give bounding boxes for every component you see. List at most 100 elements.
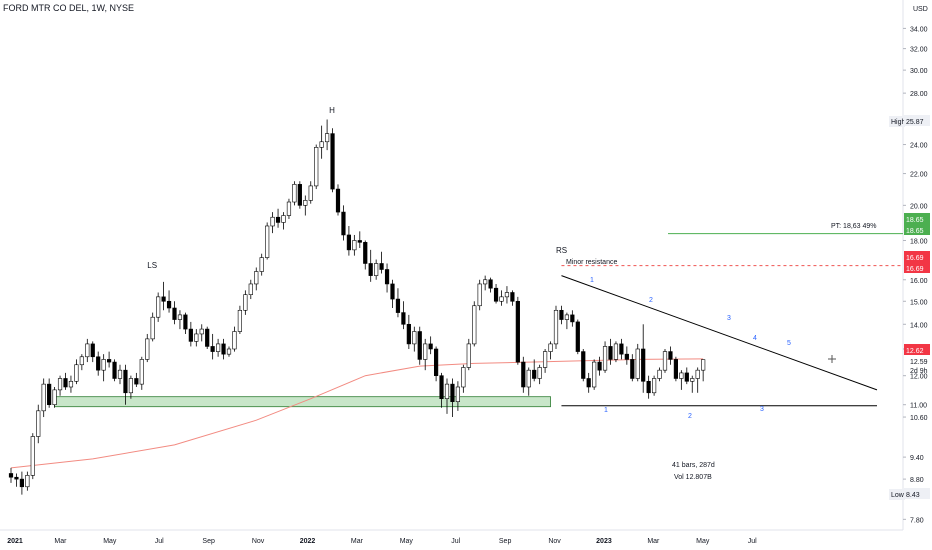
candle-body: [341, 211, 346, 236]
candle-body: [668, 351, 673, 360]
candle: [341, 205, 346, 241]
candle: [324, 119, 330, 151]
candle: [641, 324, 646, 393]
target-b-bg: [904, 224, 930, 235]
candle-body: [292, 184, 297, 203]
candle: [161, 281, 166, 311]
candle-body: [390, 283, 395, 300]
candle-body: [395, 298, 401, 313]
candle-body: [684, 372, 689, 382]
candle: [107, 351, 112, 368]
candle: [493, 283, 499, 304]
candle-body: [423, 343, 428, 360]
candle-body: [401, 312, 406, 325]
candle: [68, 375, 74, 393]
candle: [651, 375, 657, 396]
candle-body: [183, 314, 188, 330]
candle: [450, 378, 455, 418]
candle: [646, 375, 651, 399]
price-tick-label: 30.00: [910, 68, 928, 75]
time-tick-label: Nov: [548, 538, 561, 545]
candle: [679, 370, 684, 390]
candle: [701, 359, 706, 382]
candle: [275, 208, 281, 228]
candle: [145, 333, 150, 363]
candle-body: [57, 378, 63, 391]
price-labels-layer: High 25.87 18.65 18.65 16.69 16.69 12.62 12.59 2…: [889, 115, 930, 500]
candle-body: [635, 348, 640, 379]
candle: [390, 279, 395, 309]
candle: [499, 290, 504, 306]
price-tick-label: 7.80: [910, 517, 924, 524]
candle: [635, 343, 640, 382]
resist-b: 16.69: [906, 266, 924, 273]
candle-body: [221, 343, 226, 355]
candle-body: [259, 257, 264, 272]
candle-body: [101, 359, 106, 371]
candle: [216, 338, 221, 357]
candle: [477, 279, 482, 311]
candle-body: [90, 343, 95, 358]
candle: [586, 372, 591, 393]
candle-body: [542, 351, 548, 368]
candle-body: [564, 314, 569, 320]
candle-body: [96, 356, 101, 371]
candle: [597, 356, 602, 376]
candle: [188, 321, 193, 347]
time-tick-label: 2022: [300, 538, 316, 545]
candle: [36, 404, 41, 444]
candle-body: [226, 348, 232, 355]
current-price-small: 12.59: [910, 359, 928, 366]
candle-body: [297, 184, 302, 206]
candle-body: [368, 263, 373, 276]
candle: [395, 288, 401, 318]
candle: [379, 251, 384, 274]
candle: [172, 301, 177, 325]
candle-body: [624, 353, 629, 360]
candle: [150, 312, 155, 342]
candle-body: [8, 473, 14, 478]
candle-body: [379, 263, 384, 270]
candle-body: [521, 361, 526, 388]
price-tick-label: 15.00: [910, 299, 928, 306]
candle: [79, 354, 84, 371]
candle-body: [417, 331, 422, 360]
candle: [695, 367, 700, 393]
wave-bottom-number: 3: [760, 406, 764, 413]
high-value-bg: [904, 115, 930, 126]
candle-body: [374, 263, 379, 276]
candle-body: [172, 307, 177, 320]
candle: [368, 249, 373, 282]
candle-body: [68, 380, 74, 388]
candle-body: [570, 314, 575, 323]
candle-body: [117, 369, 123, 379]
candle-body: [254, 271, 259, 285]
candle-body: [630, 359, 635, 379]
candle: [112, 359, 117, 382]
price-tick-label: 24.00: [910, 143, 928, 150]
candle-body: [134, 378, 139, 385]
low-text-bg: [889, 489, 905, 500]
candle: [8, 467, 14, 483]
candle-body: [346, 234, 352, 251]
candle: [221, 338, 226, 360]
price-tick-label: 9.40: [910, 455, 924, 462]
candle-body: [701, 359, 706, 371]
chart-title: FORD MTR CO DEL, 1W, NYSE: [3, 3, 135, 13]
annotations-layer: LS H RS Minor resistance 1 2 3 4 5 1 2 3 PT: 18,63 4…: [147, 106, 876, 481]
price-tick-label: 18.00: [910, 238, 928, 245]
price-tick-label: 8.80: [910, 477, 924, 484]
candle-body: [510, 292, 515, 302]
candle-body: [265, 225, 270, 258]
candle: [521, 356, 526, 393]
time-tick-label: Jul: [155, 538, 164, 545]
high-text: High: [891, 119, 906, 126]
candle: [210, 333, 215, 360]
candle-body: [581, 351, 586, 379]
candle-body: [602, 346, 608, 371]
candle: [134, 372, 139, 387]
wave-top-number: 4: [753, 335, 757, 342]
descending-trendline: [561, 275, 878, 391]
candle: [330, 128, 335, 193]
